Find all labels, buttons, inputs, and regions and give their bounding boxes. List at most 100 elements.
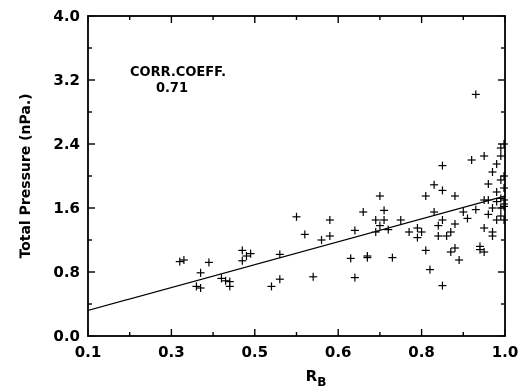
data-point [484,180,493,188]
data-point [500,140,508,148]
data-point [221,276,230,285]
data-point [488,232,497,240]
x-axis-title: RB [306,367,327,389]
data-point [275,275,284,284]
data-point [371,216,380,224]
data-point [475,245,484,254]
data-point [442,232,451,240]
data-point [242,252,251,260]
data-point [459,208,468,216]
data-point [380,206,389,215]
data-point [375,192,384,200]
data-point [438,281,447,290]
data-point [450,220,459,228]
data-point [396,216,405,224]
data-point [446,248,455,256]
data-point [430,208,439,216]
data-point [300,230,309,239]
data-point [446,228,455,236]
data-point [196,284,205,292]
data-points [175,90,508,292]
data-point [350,226,359,235]
data-point [417,228,426,236]
data-point [375,221,384,230]
data-point [480,224,489,232]
x-tick-label: 0.6 [325,343,352,361]
data-point [175,257,184,266]
x-axis-label: R [306,367,318,385]
data-point [492,160,501,168]
data-point [463,214,472,223]
data-point [450,244,459,252]
data-point [292,212,301,221]
data-point [405,228,414,236]
corr-coeff-label: CORR.COEFF. [130,65,226,80]
data-point [421,192,430,200]
data-point [492,197,501,206]
data-point [492,188,501,196]
corr-coeff-value: 0.71 [156,81,188,96]
data-point [179,256,188,264]
data-point [413,224,422,232]
y-tick-label: 0.8 [53,263,80,281]
data-point [267,282,276,291]
y-tick-label: 4.0 [53,7,80,25]
data-point [384,225,393,234]
data-point [438,216,447,224]
data-point [325,232,334,240]
data-point [484,196,493,204]
data-point [275,250,284,259]
x-tick-label: 0.8 [408,343,435,361]
data-point [380,216,389,224]
data-point [496,152,505,160]
y-tick-labels: 0.0 0.8 1.6 2.4 3.2 4.0 [53,7,80,345]
data-point [438,186,447,195]
data-point [450,192,459,200]
data-point [488,168,497,176]
data-point [438,161,447,170]
data-point [359,208,368,216]
y-tick-label: 2.4 [53,135,80,153]
data-point [217,274,226,283]
data-point [500,184,508,192]
data-point [500,200,508,208]
data-point [309,272,318,281]
data-point [471,90,480,99]
x-tick-label: 0.1 [75,343,102,361]
data-point [325,216,334,224]
data-point [317,236,326,244]
data-point [455,256,464,264]
data-point [371,228,380,236]
x-tick-labels: 0.1 0.3 0.5 0.6 0.8 1.0 [75,343,519,361]
data-point [350,273,359,282]
data-point [434,221,443,230]
data-point [388,253,397,262]
y-tick-label: 0.0 [53,327,80,345]
data-point [467,156,476,164]
data-point [192,282,201,291]
data-point [430,180,439,189]
y-tick-label: 1.6 [53,199,80,217]
data-point [413,233,422,242]
y-tick-label: 3.2 [53,71,80,89]
data-point [492,216,501,224]
x-tick-label: 0.3 [158,343,185,361]
data-point [500,172,508,180]
data-point [246,249,255,258]
data-point [471,205,480,214]
data-point [421,246,430,255]
data-point [480,248,489,256]
data-point [238,256,247,265]
data-point [434,232,443,240]
y-axis-title: Total Pressure (nPa.) [18,93,34,258]
data-point [425,265,434,274]
data-point [488,204,497,212]
data-point [500,216,508,224]
regression-line [87,195,506,311]
data-point [363,252,372,260]
x-tick-label: 0.5 [242,343,269,361]
data-point [225,282,234,291]
axis-ticks [87,15,506,337]
data-point [204,258,213,267]
